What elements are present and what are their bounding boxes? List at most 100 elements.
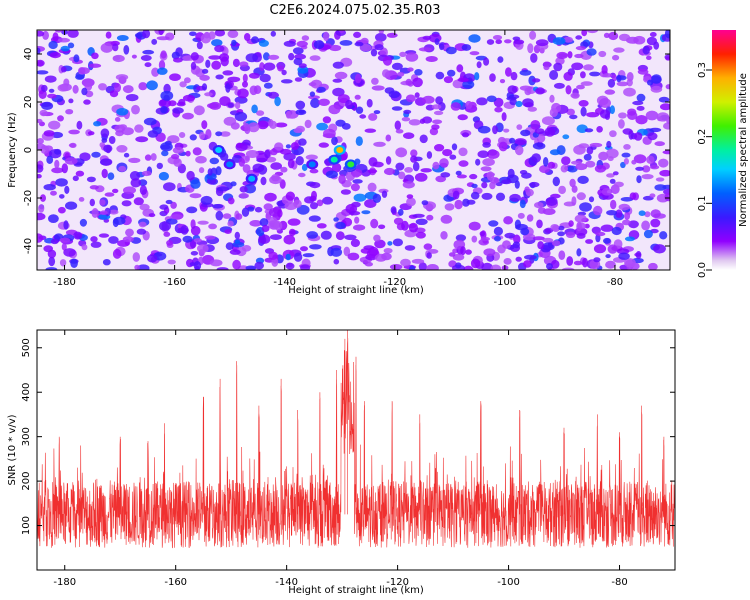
heatmap-cell <box>414 92 420 98</box>
heatmap-cell <box>179 81 187 88</box>
heatmap-cell <box>387 241 393 246</box>
heatmap-cell <box>560 164 568 173</box>
heatmap-cell <box>115 74 129 81</box>
heatmap-cell <box>571 196 577 206</box>
heatmap-cell <box>296 204 310 215</box>
heatmap-cell <box>433 110 444 116</box>
heatmap-cell <box>623 144 631 150</box>
heatmap-cell <box>468 221 481 231</box>
heatmap-cell <box>251 36 259 44</box>
heatmap-cell <box>515 100 523 108</box>
heatmap-cell <box>451 143 458 151</box>
heatmap-cell <box>515 256 522 262</box>
heatmap-cell <box>344 234 357 241</box>
heatmap-cell <box>434 38 440 45</box>
heatmap-ylabel: Frequency (Hz) <box>7 112 18 188</box>
heatmap-cell <box>204 92 213 97</box>
heatmap-cell <box>68 98 74 104</box>
heatmap-cell <box>477 150 489 158</box>
heatmap-cell <box>140 55 152 61</box>
heatmap-cell <box>81 244 88 251</box>
heatmap-cell <box>125 228 134 237</box>
heatmap-cell <box>580 106 587 117</box>
heatmap-cell <box>125 94 139 102</box>
heatmap-cell <box>263 62 276 71</box>
heatmap-cell <box>83 99 91 105</box>
heatmap-cell <box>37 212 46 221</box>
heatmap-cell <box>647 132 658 141</box>
heatmap-cell <box>232 259 241 270</box>
heatmap-cell <box>528 181 540 188</box>
heatmap-cell <box>273 220 283 231</box>
heatmap-cell <box>270 148 278 156</box>
heatmap-cell <box>238 192 249 199</box>
heatmap-cell <box>398 171 406 180</box>
heatmap-cell <box>122 236 134 243</box>
heatmap-cell <box>61 243 67 251</box>
heatmap-cell <box>199 131 206 140</box>
heatmap-cell <box>576 232 586 239</box>
heatmap-cell <box>352 179 363 184</box>
heatmap-cell <box>329 44 342 52</box>
heatmap-cell <box>65 109 74 115</box>
snr-axes: -180 -160 -140 -120 -100 -80 100 200 300 400 500 <box>21 330 675 588</box>
heatmap-cell <box>530 53 538 63</box>
heatmap-cell <box>134 32 144 38</box>
heatmap-cell <box>583 64 594 71</box>
heatmap-cell <box>332 78 343 83</box>
heatmap-cell <box>160 90 174 101</box>
heatmap-cell <box>192 147 202 156</box>
heatmap-cell <box>63 248 76 257</box>
heatmap-cell <box>431 104 442 110</box>
heatmap-xtick-label: -140 <box>273 277 296 288</box>
heatmap-cell <box>354 73 362 84</box>
heatmap-cell <box>605 260 616 269</box>
heatmap-cell <box>207 168 213 176</box>
heatmap-cell <box>57 84 69 92</box>
heatmap-cell <box>489 181 496 190</box>
heatmap-cell <box>340 189 351 195</box>
heatmap-ytick-label: -20 <box>23 190 34 206</box>
heatmap-cell <box>351 171 361 178</box>
heatmap-cell <box>495 192 506 201</box>
snr-xtick-label: -160 <box>164 577 187 588</box>
heatmap-cell <box>558 225 565 231</box>
heatmap-cell <box>367 182 377 192</box>
heatmap-cell <box>389 264 403 270</box>
heatmap-cell <box>509 98 517 106</box>
heatmap-cell <box>123 45 130 55</box>
heatmap-cell <box>328 104 341 115</box>
heatmap-cell <box>552 37 566 45</box>
heatmap-cell <box>86 176 96 183</box>
heatmap-xtick-label: -100 <box>494 277 517 288</box>
heatmap-cell <box>426 264 439 270</box>
heatmap-cell <box>205 129 212 139</box>
heatmap-cell <box>469 51 480 56</box>
heatmap-cell <box>576 248 582 257</box>
heatmap-cell <box>569 114 578 120</box>
heatmap-cell <box>510 71 518 81</box>
heatmap-cell <box>628 220 639 229</box>
heatmap-cell <box>527 43 534 54</box>
heatmap-cell <box>151 38 158 45</box>
heatmap-cell <box>67 42 75 49</box>
heatmap-cell <box>404 245 416 251</box>
heatmap-cell <box>624 258 636 268</box>
heatmap-cell <box>224 229 232 235</box>
heatmap-cell <box>410 149 418 157</box>
snr-ytick-label: 100 <box>21 516 32 535</box>
heatmap-cell <box>537 207 546 214</box>
heatmap-cell <box>339 30 345 33</box>
heatmap-cell <box>456 64 464 73</box>
heatmap-cell <box>225 83 231 93</box>
heatmap-cell <box>108 236 119 244</box>
heatmap-cell <box>63 220 69 230</box>
heatmap-cell <box>73 54 80 63</box>
heatmap-cell <box>189 31 197 37</box>
heatmap-cell <box>577 222 587 230</box>
heatmap-cell <box>391 106 403 111</box>
heatmap-cell <box>476 61 482 69</box>
heatmap-cell <box>208 55 222 60</box>
heatmap-cell <box>287 218 301 226</box>
heatmap-cell <box>649 193 656 198</box>
